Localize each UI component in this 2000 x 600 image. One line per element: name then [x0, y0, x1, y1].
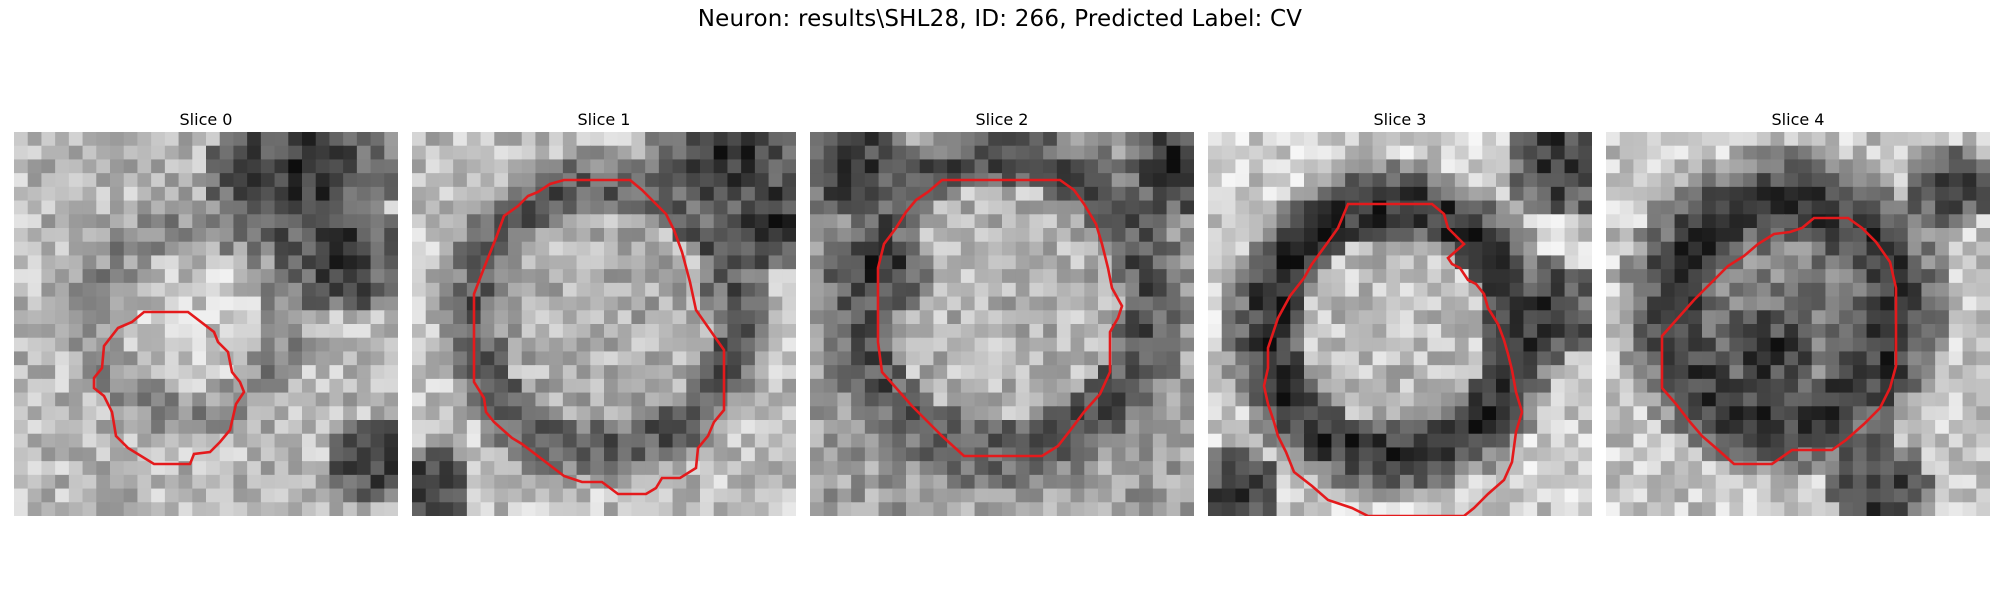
pixel-grid	[412, 132, 796, 516]
roi-contour	[1262, 202, 1524, 516]
slice-panel-3: Slice 3	[1208, 108, 1592, 516]
slice-title: Slice 4	[1771, 110, 1825, 129]
roi-contour	[472, 178, 726, 496]
slice-title: Slice 3	[1373, 110, 1427, 129]
slice-panel-1: Slice 1	[412, 108, 796, 516]
slice-panel-2: Slice 2	[810, 108, 1194, 516]
pixel-grid	[14, 132, 398, 516]
slice-panel-4: Slice 4	[1606, 108, 1990, 516]
pixel-grid	[1208, 132, 1592, 516]
pixel-grid	[1606, 132, 1990, 516]
slice-panel-0: Slice 0	[14, 108, 398, 516]
roi-contour	[92, 310, 246, 466]
slice-title: Slice 0	[179, 110, 233, 129]
pixel-grid	[810, 132, 1194, 516]
slice-image	[412, 132, 796, 516]
slice-title: Slice 2	[975, 110, 1029, 129]
figure-title: Neuron: results\SHL28, ID: 266, Predicte…	[697, 6, 1303, 32]
slice-image	[1208, 132, 1592, 516]
slice-image	[1606, 132, 1990, 516]
roi-contour	[876, 178, 1124, 458]
roi-contour	[1660, 216, 1898, 466]
slice-title: Slice 1	[577, 110, 631, 129]
slice-image	[14, 132, 398, 516]
slice-image	[810, 132, 1194, 516]
